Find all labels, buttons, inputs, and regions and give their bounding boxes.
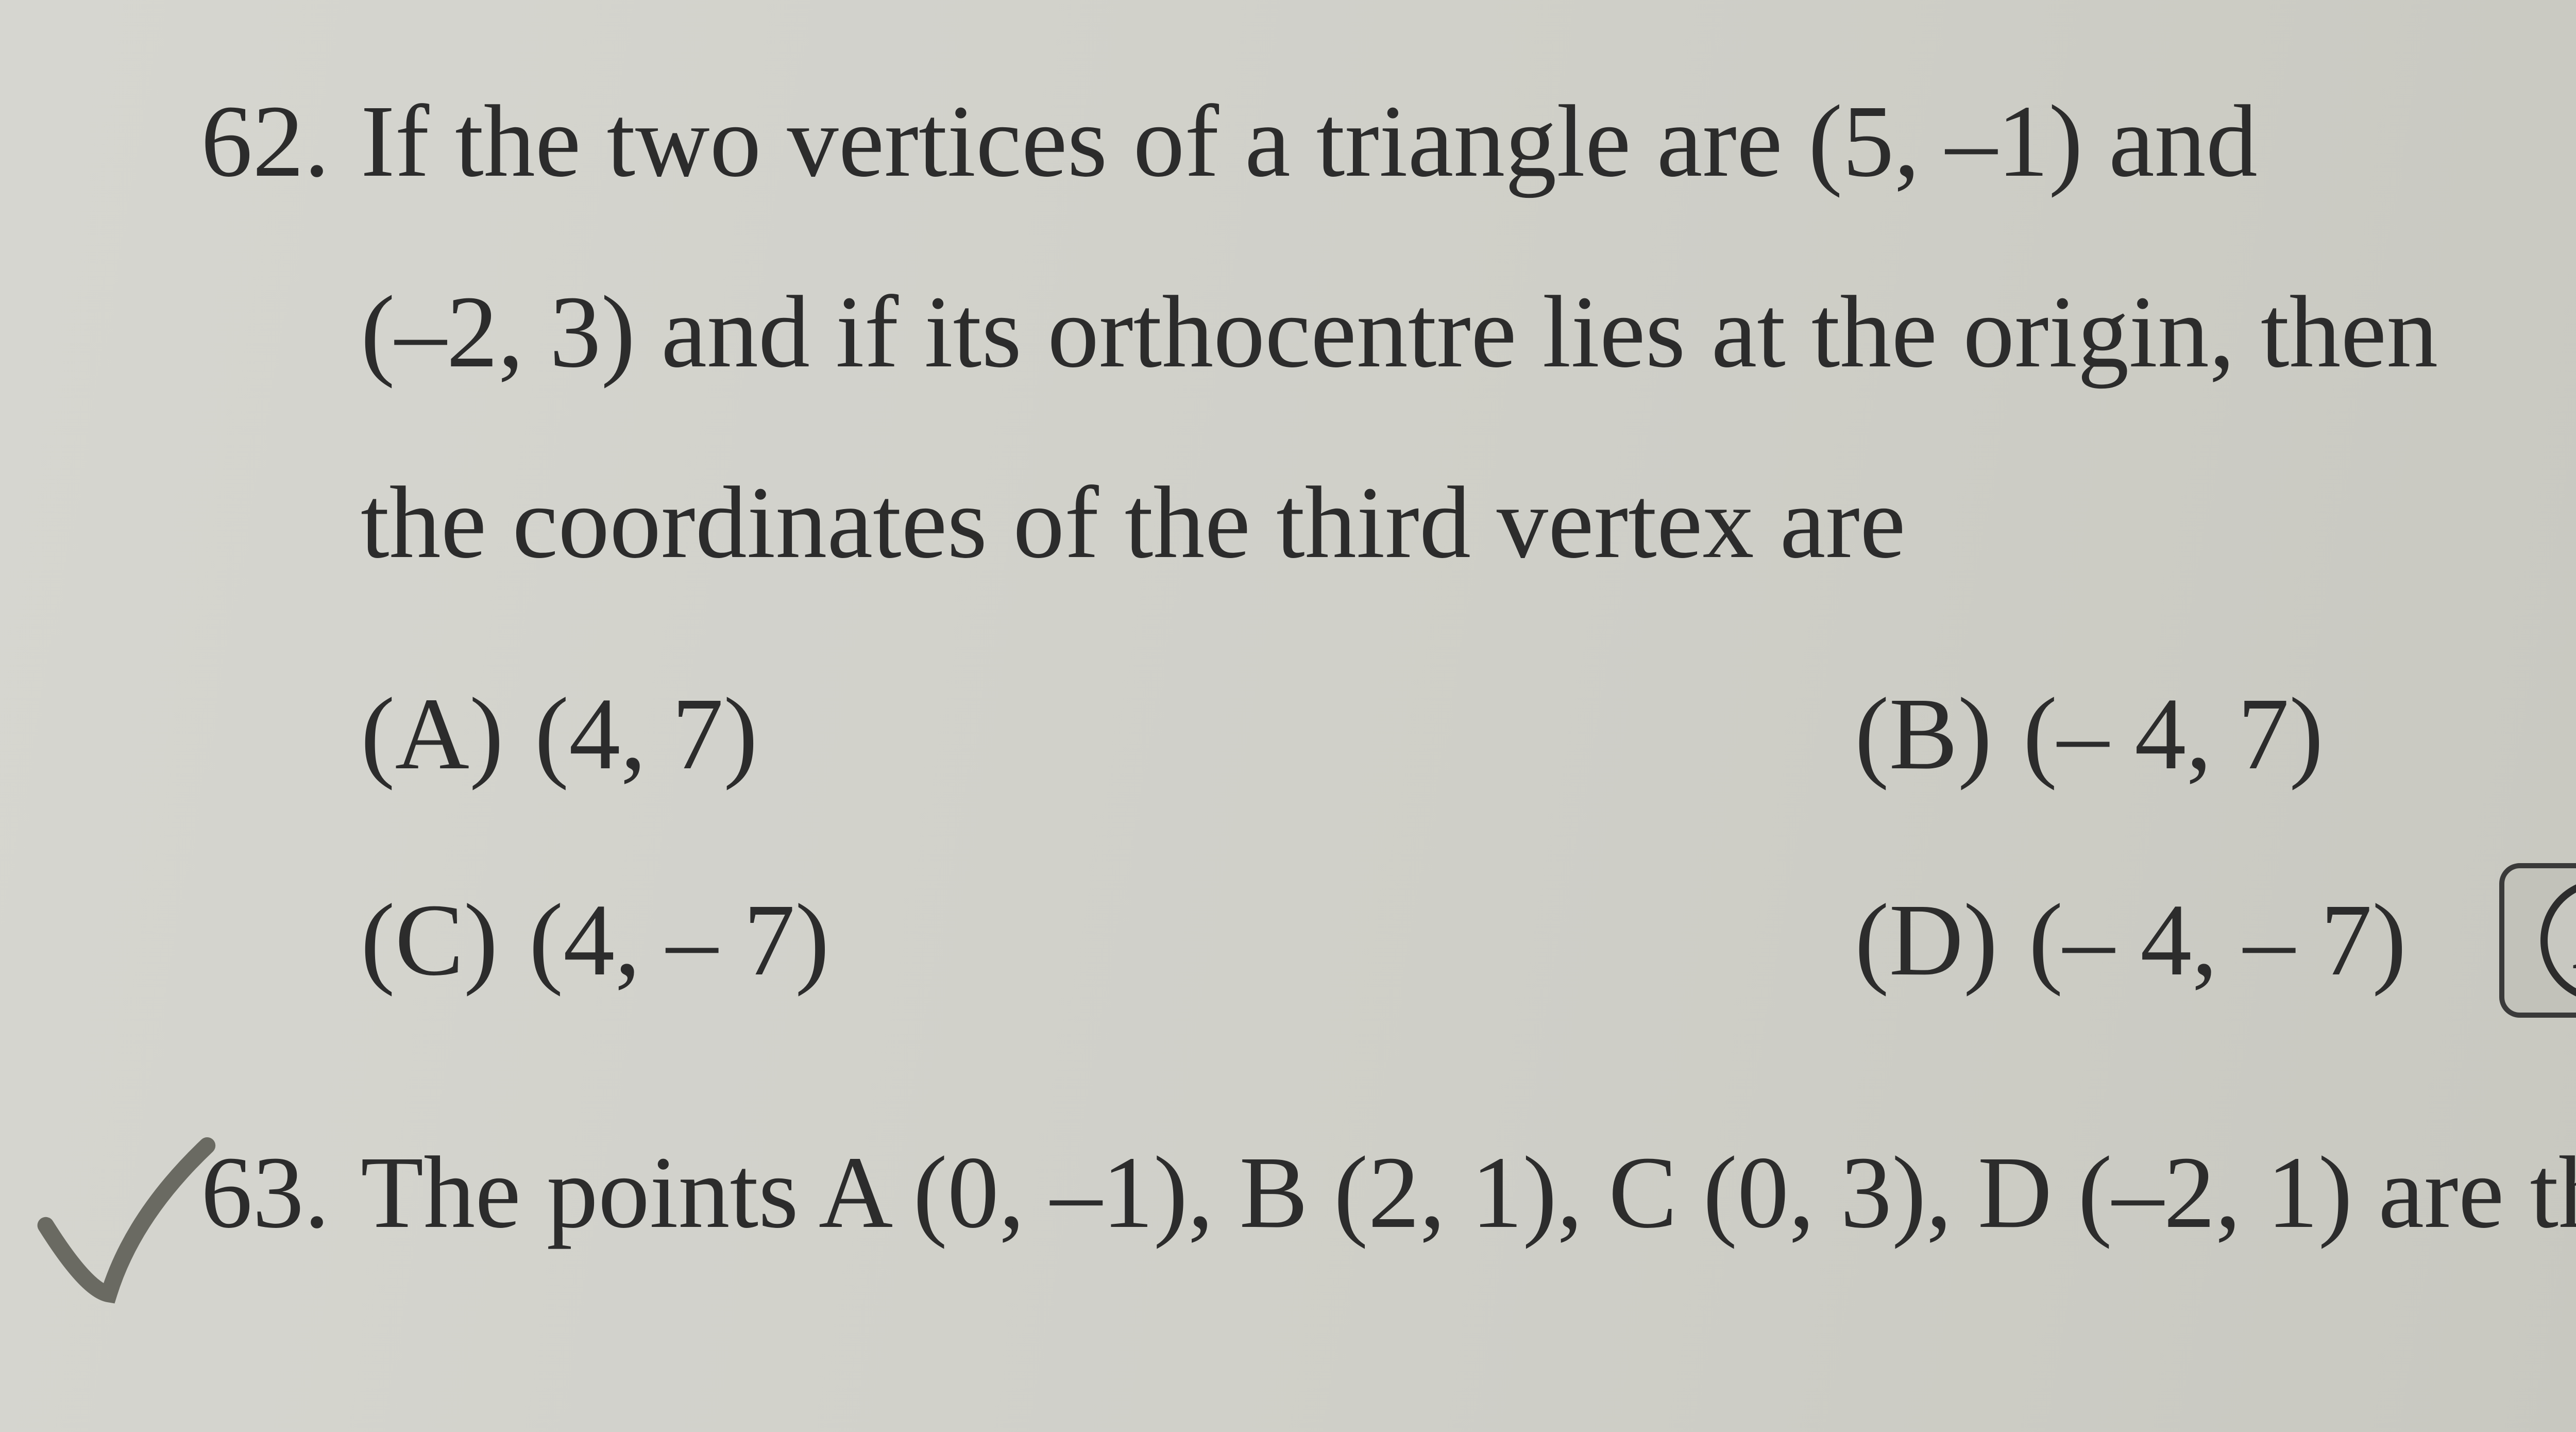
option-b: (B) (– 4, 7) bbox=[1855, 639, 2576, 830]
option-d: (D) (– 4, – 7) A B C D bbox=[1855, 845, 2576, 1036]
question-number: 62. bbox=[93, 46, 330, 237]
option-a: (A) (4, 7) bbox=[361, 639, 1855, 830]
option-label: (C) bbox=[361, 845, 498, 1036]
question-63: 63. The points A (0, –1), B (2, 1), C (0… bbox=[361, 1098, 2576, 1288]
option-label: (B) bbox=[1855, 639, 1992, 830]
question-text: If the two vertices of a triangle are (5… bbox=[361, 46, 2576, 618]
q62-line-3: the coordinates of the third vertex are bbox=[361, 428, 2576, 618]
question-62: 62. If the two vertices of a triangle ar… bbox=[361, 46, 2576, 1036]
q63-line-1: The points A (0, –1), B (2, 1), C (0, 3)… bbox=[361, 1098, 2576, 1288]
option-label: (A) bbox=[361, 639, 504, 830]
option-c: (C) (4, – 7) bbox=[361, 845, 1855, 1036]
answer-bubble-box: A B C D bbox=[2499, 863, 2576, 1018]
question-number: 63. bbox=[93, 1098, 330, 1288]
page: 62. If the two vertices of a triangle ar… bbox=[0, 0, 2576, 1432]
option-value: (– 4, 7) bbox=[2023, 639, 2324, 830]
option-value: (4, – 7) bbox=[529, 845, 829, 1036]
bubble-a[interactable]: A bbox=[2540, 879, 2576, 1002]
option-value: (– 4, – 7) bbox=[2029, 845, 2406, 1036]
q62-line-2: (–2, 3) and if its orthocentre lies at t… bbox=[361, 237, 2576, 428]
question-text: The points A (0, –1), B (2, 1), C (0, 3)… bbox=[361, 1098, 2576, 1288]
q62-line-1: If the two vertices of a triangle are (5… bbox=[361, 46, 2576, 237]
option-label: (D) bbox=[1855, 845, 1998, 1036]
options-grid: (A) (4, 7) (B) (– 4, 7) (C) (4, – 7) (D)… bbox=[361, 639, 2576, 1036]
option-value: (4, 7) bbox=[535, 639, 758, 830]
